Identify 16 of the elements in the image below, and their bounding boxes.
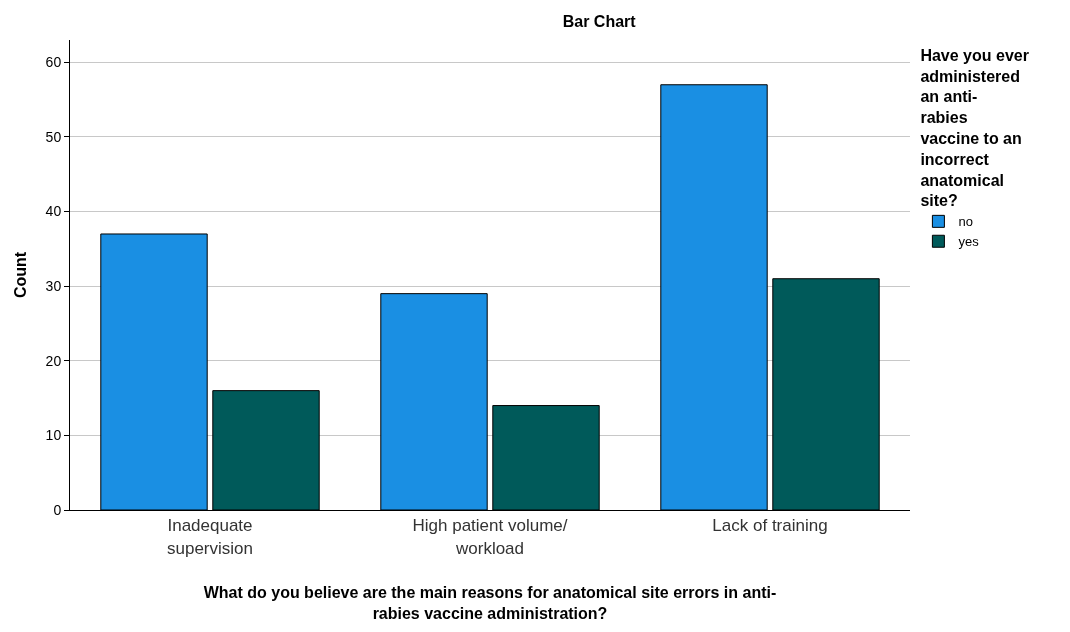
legend-label: yes [958, 234, 980, 250]
y-tick-label: 10 [45, 427, 62, 444]
y-tick-label: 50 [45, 128, 62, 145]
x-tick-label: Inadequate supervision [167, 516, 253, 558]
x-axis-title: What do you believe are the main reasons for anatomical site errors in anti-rabies vaccine administration? [203, 584, 777, 622]
y-tick-label: 40 [45, 203, 62, 220]
y-tick-label: 20 [45, 352, 62, 369]
legend-label: no [958, 214, 973, 230]
chart-title: Bar Chart [562, 13, 637, 30]
x-tick-label: High patient volume/ workload [412, 516, 568, 558]
x-tick-label: Lack of training [712, 516, 828, 536]
y-tick-label: 60 [45, 54, 62, 71]
y-tick-label: 0 [53, 501, 62, 518]
y-axis-title: Count [11, 251, 29, 299]
y-tick-label: 30 [45, 278, 62, 295]
legend-title: Have you ever administered an anti-rabies vaccine to an incorrect anatomical site? [920, 46, 1029, 210]
